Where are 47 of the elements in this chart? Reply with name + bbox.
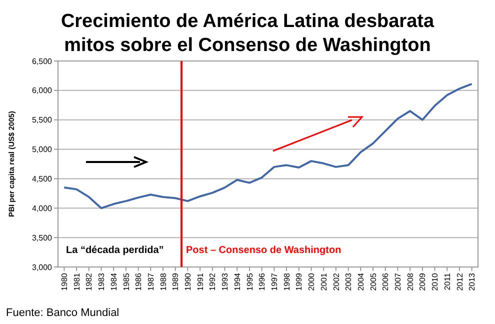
x-tick-label: 1987 — [146, 272, 156, 291]
chart-title: Crecimiento de América Latina desbarata mitos sobre el Consenso de Washington — [60, 11, 434, 56]
x-tick-label: 1986 — [134, 272, 144, 291]
x-tick-label: 2009 — [418, 272, 428, 291]
x-tick-label: 2008 — [406, 272, 415, 291]
x-tick-label: 1996 — [258, 272, 267, 291]
y-tick-label: 6,000 — [32, 86, 53, 96]
x-tick-label: 1981 — [72, 272, 82, 291]
x-tick-label: 2003 — [344, 272, 354, 291]
y-tick-label: 4,000 — [32, 204, 53, 213]
x-tick-label: 1992 — [208, 272, 218, 291]
source-note: Fuente: Banco Mundial — [6, 307, 120, 319]
line-series — [63, 82, 473, 210]
y-tick-label: 5,500 — [32, 116, 53, 125]
x-tick-label: 2011 — [442, 272, 452, 290]
x-tick-label: 2000 — [307, 272, 316, 291]
x-tick-label: 1991 — [196, 272, 205, 291]
x-tick-label: 2010 — [430, 272, 440, 291]
x-tick-label: 1999 — [294, 272, 304, 291]
x-tick-label: 1997 — [270, 272, 279, 291]
x-tick-label: 1993 — [220, 272, 230, 291]
x-tick-label: 1995 — [245, 272, 254, 291]
annotation: Post – Consenso de Washington — [186, 245, 342, 256]
x-tick-label: 2005 — [368, 272, 378, 291]
x-tick-label: 1980 — [60, 272, 69, 291]
y-tick-label: 6,500 — [32, 56, 53, 66]
x-tick-label: 2007 — [394, 272, 403, 291]
x-tick-label: 2012 — [455, 272, 464, 291]
x-tick-label: 1998 — [282, 272, 292, 291]
y-tick-label: 3,500 — [32, 233, 53, 242]
x-tick-label: 1989 — [171, 272, 180, 291]
x-tick-label: 1985 — [122, 272, 131, 291]
x-tick-label: 1984 — [109, 272, 118, 291]
x-tick-label: 2001 — [319, 272, 328, 291]
x-tick-label: 1994 — [232, 272, 242, 291]
x-tick-label: 2013 — [468, 272, 477, 291]
y-tick-label: 5,000 — [32, 145, 53, 154]
x-tick-label: 1990 — [184, 272, 193, 291]
x-tick-label: 2004 — [356, 272, 366, 291]
y-tick-label: 3,000 — [32, 262, 53, 272]
x-tick-label: 2002 — [332, 272, 341, 291]
x-tick-label: 2006 — [381, 272, 390, 291]
x-tick-label: 1982 — [84, 272, 94, 291]
x-tick-label: 1988 — [158, 272, 168, 291]
annotation: La “década perdida” — [66, 245, 164, 256]
x-tick-label: 1983 — [97, 272, 106, 291]
y-tick-label: 4,500 — [32, 174, 53, 184]
